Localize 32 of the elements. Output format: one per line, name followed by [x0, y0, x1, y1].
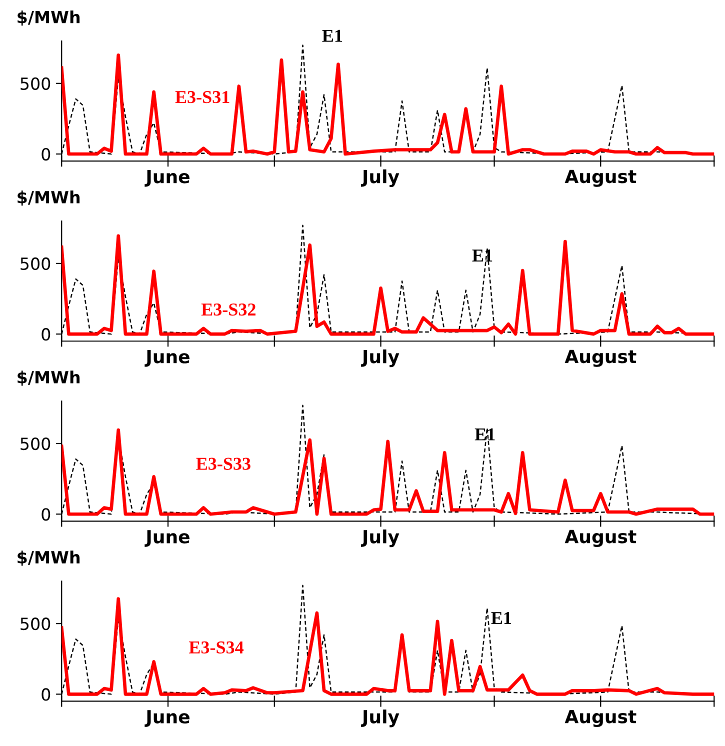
annotation: E1 [491, 612, 512, 624]
annotation: E3-S31 [175, 91, 230, 104]
y-tick-label: 500 [20, 618, 50, 630]
x-tick-label: June [144, 170, 190, 187]
y-tick-label: 0 [42, 148, 50, 161]
y-tick-label: 500 [20, 77, 50, 90]
y-tick-label: 500 [20, 257, 50, 270]
y-tick-label: 500 [20, 437, 50, 450]
x-tick-label: June [144, 530, 190, 547]
x-tick-label: July [361, 710, 400, 728]
line-series [62, 428, 714, 516]
y-axis-title: $/MWh [18, 370, 80, 386]
x-tick-label: August [564, 350, 636, 367]
annotation: E3-S32 [201, 304, 256, 316]
x-tick-label: August [564, 710, 636, 728]
y-tick-label: 0 [42, 688, 50, 701]
x-tick-label: August [564, 170, 636, 187]
y-axis-title: $/MWh [18, 550, 80, 566]
annotation: E3-S33 [196, 458, 250, 470]
x-tick-label: June [144, 350, 190, 367]
x-tick-label: July [361, 169, 400, 188]
y-tick-label: 0 [42, 328, 50, 341]
x-tick-label: July [361, 349, 400, 368]
x-tick-label: June [144, 710, 190, 727]
y-tick-label: 0 [42, 508, 50, 521]
y-axis-title: $/MWh [18, 190, 80, 206]
x-tick-label: July [361, 530, 400, 548]
annotation: E1 [322, 30, 342, 42]
annotation: E3-S34 [188, 641, 244, 654]
x-tick-label: August [564, 530, 636, 547]
annotation: E1 [474, 428, 495, 440]
y-axis-title: $/MWh [18, 10, 80, 26]
